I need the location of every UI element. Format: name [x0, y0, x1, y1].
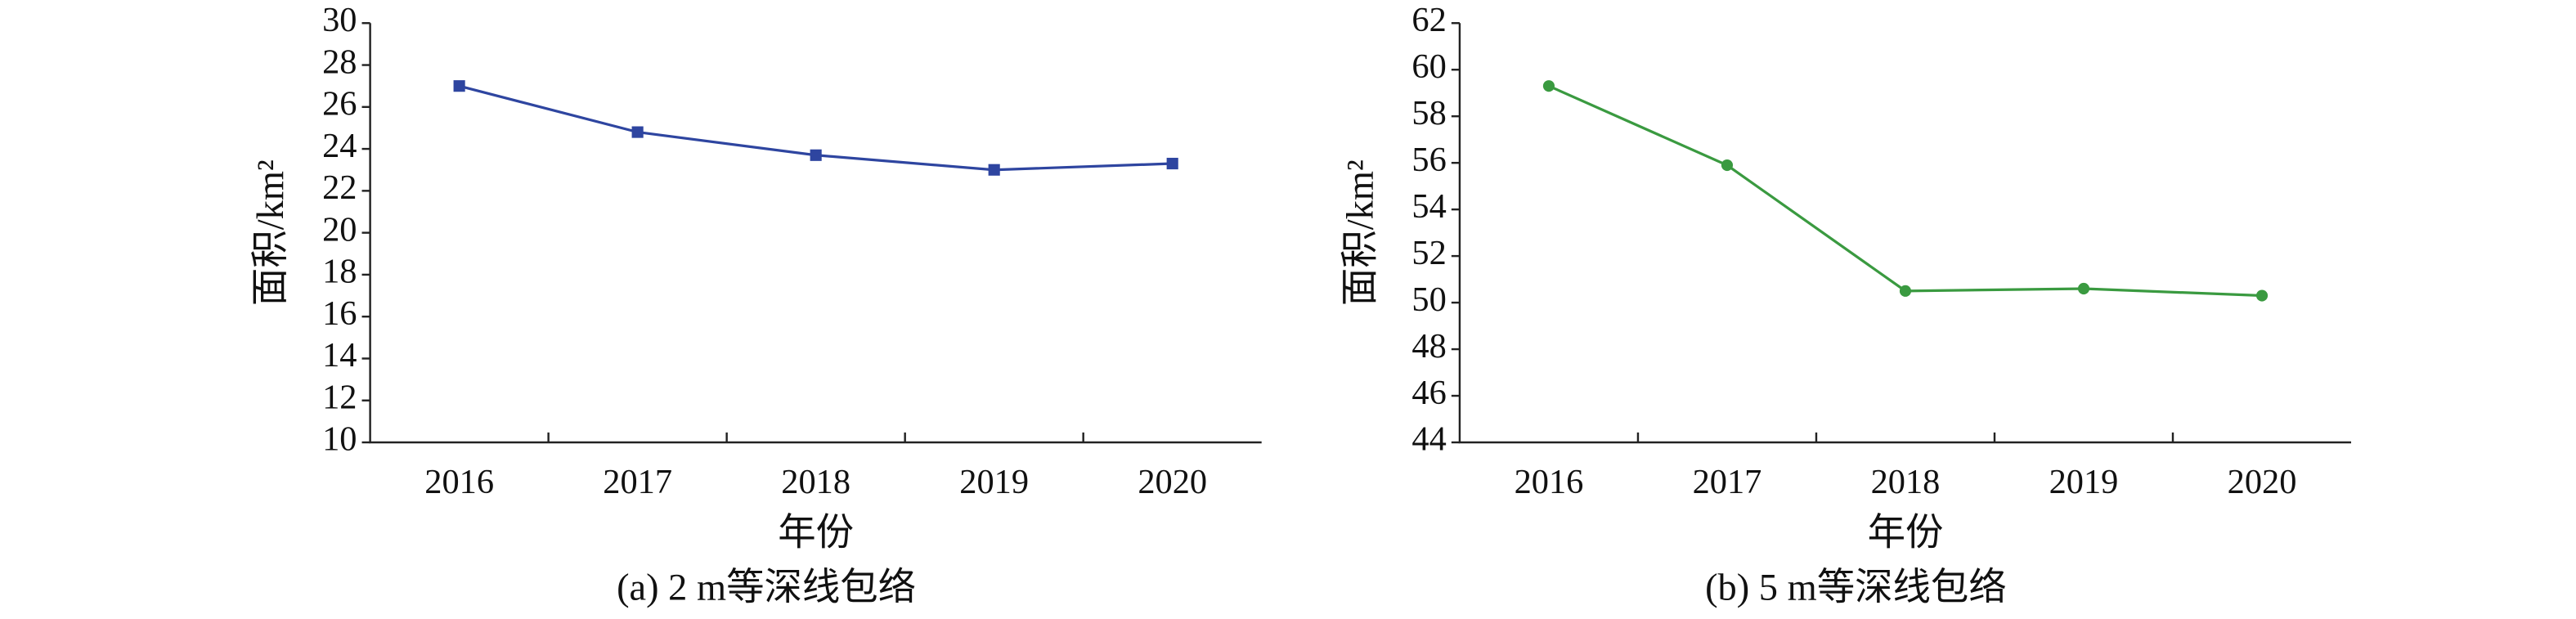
y-tick-label: 20 [322, 210, 357, 249]
y-tick-label: 52 [1411, 234, 1446, 272]
y-tick-label: 46 [1411, 374, 1446, 412]
caption: (b) 5 m等深线包络 [1705, 566, 2007, 608]
y-tick-label: 12 [322, 378, 357, 416]
x-tick-label: 2017 [1693, 463, 1762, 501]
y-tick-label: 60 [1411, 47, 1446, 86]
y-tick-label: 10 [322, 420, 357, 459]
y-tick-label: 22 [322, 168, 357, 207]
y-tick-label: 18 [322, 253, 357, 291]
x-tick-label: 2020 [1138, 463, 1207, 501]
caption: (a) 2 m等深线包络 [617, 566, 916, 608]
marker [2255, 289, 2269, 302]
x-tick-label: 2020 [2228, 463, 2297, 501]
y-tick-label: 24 [322, 127, 357, 165]
marker [631, 126, 644, 138]
x-tick-label: 2017 [603, 463, 672, 501]
x-axis-label: 年份 [1868, 513, 1944, 554]
axis [1458, 23, 2352, 444]
x-tick-label: 2016 [424, 463, 494, 501]
marker [810, 149, 822, 161]
marker [1166, 157, 1178, 170]
y-tick-label: 48 [1411, 327, 1446, 366]
marker [1721, 159, 1734, 172]
x-tick-label: 2018 [1871, 463, 1941, 501]
y-tick-label: 16 [322, 294, 357, 333]
x-axis-label: 年份 [778, 513, 854, 554]
y-axis-label: 面积/km² [1340, 159, 1382, 306]
y-axis-label: 面积/km² [250, 159, 292, 306]
x-tick-label: 2016 [1515, 463, 1584, 501]
y-tick-label: 26 [322, 85, 357, 123]
axis [369, 23, 1262, 444]
y-tick-label: 56 [1411, 141, 1446, 179]
y-tick-label: 14 [322, 336, 357, 375]
y-tick-label: 44 [1411, 420, 1446, 459]
marker [1899, 285, 1912, 297]
y-tick-label: 50 [1411, 280, 1446, 319]
y-tick-label: 58 [1411, 94, 1446, 132]
y-tick-label: 54 [1411, 187, 1446, 226]
marker [1542, 80, 1555, 92]
x-tick-label: 2019 [959, 463, 1029, 501]
x-tick-label: 2018 [781, 463, 850, 501]
x-tick-label: 2019 [2049, 463, 2119, 501]
marker [988, 164, 1000, 176]
marker [453, 80, 465, 92]
y-tick-label: 30 [322, 1, 357, 39]
line [1548, 84, 2263, 298]
y-tick-label: 62 [1411, 1, 1446, 39]
marker [2077, 282, 2090, 295]
y-tick-label: 28 [322, 43, 357, 81]
